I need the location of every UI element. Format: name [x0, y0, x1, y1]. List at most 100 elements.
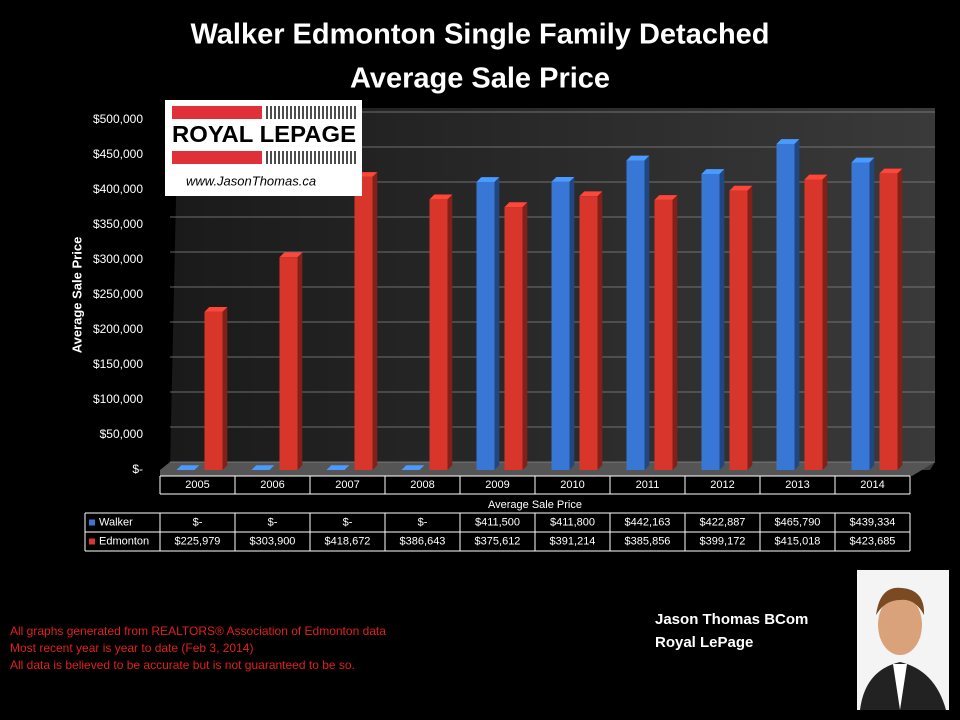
y-tick-label: $300,000 — [93, 252, 143, 266]
bar — [551, 181, 570, 471]
bar — [879, 173, 898, 470]
y-tick-label: $50,000 — [100, 427, 144, 441]
x-tick-label: 2010 — [560, 479, 584, 491]
table-value: $375,612 — [475, 535, 521, 547]
x-tick-label: 2006 — [260, 479, 284, 491]
logo-bar — [172, 106, 262, 119]
y-tick-label: $350,000 — [93, 217, 143, 231]
table-value: $439,334 — [850, 516, 896, 528]
bar — [204, 311, 223, 470]
logo: ROYAL LEPAGE www.JasonThomas.ca — [165, 100, 362, 196]
table-value: $411,500 — [475, 516, 520, 528]
table-value: $385,856 — [625, 535, 671, 547]
bar — [579, 196, 598, 470]
bar-top — [804, 174, 828, 180]
bar-top — [204, 307, 228, 312]
x-tick-label: 2014 — [860, 479, 884, 491]
footnote: Most recent year is year to date (Feb 3,… — [10, 641, 253, 655]
bar-side — [747, 185, 753, 470]
photo-shirt — [893, 664, 907, 710]
agent-company: Royal LePage — [655, 634, 753, 651]
y-tick-label: $100,000 — [93, 392, 143, 406]
y-tick-label: $150,000 — [93, 357, 143, 371]
legend-label: Edmonton — [99, 535, 149, 547]
bar-top — [579, 191, 603, 197]
bar-side — [897, 168, 903, 471]
bar-side — [222, 307, 228, 470]
bar-top — [429, 194, 453, 200]
bar-side — [522, 202, 528, 470]
bar-side — [869, 157, 875, 470]
y-tick-label: $200,000 — [93, 322, 143, 336]
table-value: $386,643 — [400, 535, 446, 547]
bar — [776, 143, 795, 470]
logo-url: www.JasonThomas.ca — [186, 173, 316, 188]
footnote: All graphs generated from REALTORS® Asso… — [10, 624, 386, 638]
y-axis-label: Average Sale Price — [69, 237, 84, 354]
bar — [354, 176, 373, 470]
table-value: $465,790 — [775, 516, 821, 528]
table-value: $411,800 — [550, 516, 595, 528]
table-value: $- — [343, 516, 353, 528]
bar-top — [504, 202, 528, 208]
table-value: $422,887 — [700, 516, 746, 528]
bar-side — [597, 191, 603, 470]
bar — [851, 162, 870, 471]
footnote: All data is believed to be accurate but … — [10, 658, 355, 672]
bar-side — [822, 174, 828, 471]
x-tick-label: 2013 — [785, 479, 809, 491]
table-value: $225,979 — [175, 535, 221, 547]
logo-stripes — [266, 106, 356, 164]
bar-top — [476, 177, 500, 182]
bar-top — [879, 168, 903, 174]
chart-title: Walker Edmonton Single Family Detached — [190, 19, 769, 51]
table-value: $391,214 — [550, 535, 596, 547]
bar-top — [729, 185, 753, 191]
agent-photo — [857, 570, 949, 710]
bar-side — [672, 195, 678, 470]
table-value: $399,172 — [700, 535, 746, 547]
table-value: $418,672 — [325, 535, 371, 547]
bar — [654, 199, 673, 470]
bar-side — [644, 155, 650, 470]
table-value: $- — [193, 516, 203, 528]
bar-top — [654, 195, 678, 200]
bar-top — [279, 252, 303, 258]
x-tick-label: 2012 — [710, 479, 734, 491]
bar-top — [326, 465, 350, 470]
table-value: $- — [268, 516, 278, 528]
bar-side — [569, 176, 575, 470]
logo-bar — [172, 151, 262, 164]
bar-top — [551, 176, 575, 182]
legend-swatch — [89, 538, 95, 545]
x-tick-label: 2007 — [335, 479, 359, 491]
logo-brand: ROYAL LEPAGE — [172, 121, 356, 147]
table-value: $303,900 — [250, 535, 296, 547]
y-tick-label: $400,000 — [93, 182, 143, 196]
bar — [729, 190, 748, 471]
chart-subtitle: Average Sale Price — [350, 63, 610, 95]
bar-top — [776, 139, 800, 144]
bar — [279, 257, 298, 470]
bar-top — [626, 155, 650, 161]
y-tick-label: $- — [132, 462, 143, 476]
bar-side — [297, 252, 303, 470]
x-tick-label: 2011 — [636, 479, 660, 491]
bar-top — [401, 465, 425, 470]
bar-side — [447, 194, 453, 470]
photo-face — [878, 595, 922, 655]
y-tick-label: $250,000 — [93, 287, 143, 301]
bar — [626, 160, 645, 470]
bar — [504, 207, 523, 470]
bar-side — [494, 177, 500, 470]
y-tick-label: $500,000 — [93, 112, 143, 126]
bar-top — [176, 465, 200, 470]
photo-hair — [876, 587, 925, 615]
bar — [476, 181, 495, 470]
bar — [429, 199, 448, 470]
bar-top — [251, 465, 275, 470]
bar — [701, 173, 720, 470]
x-axis-label: Average Sale Price — [488, 499, 582, 511]
bar-top — [851, 157, 875, 163]
